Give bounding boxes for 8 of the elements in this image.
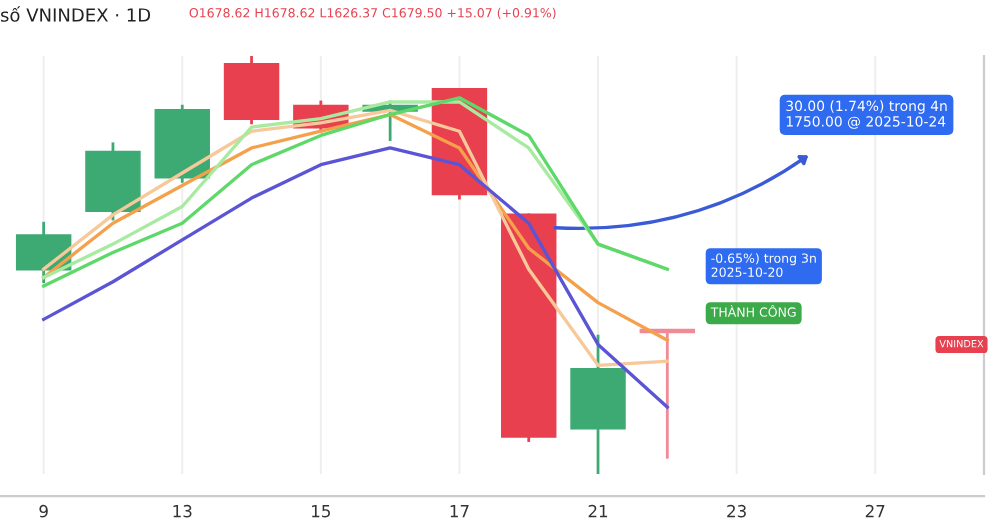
- x-tick-label: 15: [312, 505, 330, 518]
- x-tick-label: 21: [588, 504, 608, 518]
- x-tick-label: 27: [865, 504, 885, 518]
- x-tick-label: 13: [173, 504, 192, 518]
- x-tick-label: 23: [727, 504, 746, 518]
- x-tick-label: 17: [450, 505, 469, 518]
- chart-title: số VNINDEX · 1D: [0, 6, 151, 22]
- x-tick-label: 9: [39, 504, 48, 518]
